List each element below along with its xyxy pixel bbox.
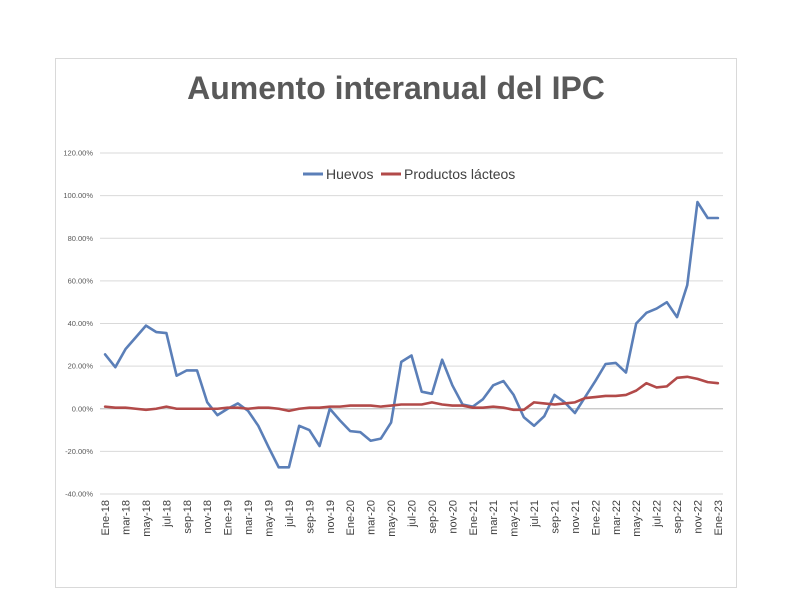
x-tick-label: Ene-20 xyxy=(345,500,357,535)
x-tick-label: nov-19 xyxy=(325,500,337,534)
x-tick-label: Ene-18 xyxy=(100,500,112,535)
chart-title: Aumento interanual del IPC xyxy=(187,70,605,106)
y-tick-label: -40.00% xyxy=(65,490,93,499)
x-tick-label: may-21 xyxy=(509,500,521,537)
x-tick-label: sep-22 xyxy=(672,500,684,534)
gridlines xyxy=(100,152,723,495)
series-line-huevos xyxy=(103,200,720,469)
legend-label: Productos lácteos xyxy=(404,166,515,182)
x-tick-label: sep-20 xyxy=(427,500,439,534)
y-tick-label: 40.00% xyxy=(68,319,94,328)
x-tick-label: mar-20 xyxy=(366,500,378,535)
y-axis-ticks: 120.00% 100.00% 80.00% 60.00% 40.00% 20.00% 0.… xyxy=(63,149,93,499)
x-tick-label: sep-19 xyxy=(304,500,316,534)
y-tick-label: 20.00% xyxy=(68,362,94,371)
y-tick-label: -20.00% xyxy=(65,447,93,456)
x-tick-label: jul-19 xyxy=(284,500,296,528)
x-tick-label: Ene-23 xyxy=(713,500,725,535)
x-tick-label: jul-22 xyxy=(652,500,664,528)
x-tick-label: may-18 xyxy=(141,500,153,537)
x-tick-label: Ene-22 xyxy=(590,500,602,535)
y-tick-label: 100.00% xyxy=(63,191,93,200)
x-tick-label: nov-20 xyxy=(447,500,459,534)
x-tick-label: Ene-19 xyxy=(223,500,235,535)
x-tick-label: may-19 xyxy=(264,500,276,537)
legend: Huevos Productos lácteos xyxy=(303,166,515,182)
x-tick-label: jul-21 xyxy=(529,500,541,528)
y-tick-label: 60.00% xyxy=(68,276,94,285)
x-tick-label: mar-19 xyxy=(243,500,255,535)
x-tick-label: mar-22 xyxy=(611,500,623,535)
x-tick-label: jul-18 xyxy=(161,500,173,528)
x-tick-label: mar-18 xyxy=(121,500,133,535)
y-tick-label: 80.00% xyxy=(68,234,94,243)
x-tick-label: jul-20 xyxy=(407,500,419,528)
x-tick-label: Ene-21 xyxy=(468,500,480,535)
x-tick-label: may-22 xyxy=(631,500,643,537)
y-tick-label: 0.00% xyxy=(72,404,94,413)
y-tick-label: 120.00% xyxy=(63,149,93,158)
series-lines xyxy=(103,200,720,469)
x-tick-label: sep-18 xyxy=(182,500,194,534)
x-axis-ticks: Ene-18 mar-18 may-18 jul-18 sep-18 nov-18 Ene-… xyxy=(100,500,725,537)
x-tick-label: may-20 xyxy=(386,500,398,537)
series-line-productos-lacteos xyxy=(103,375,720,413)
x-tick-label: nov-18 xyxy=(202,500,214,534)
x-tick-label: sep-21 xyxy=(549,500,561,534)
x-tick-label: mar-21 xyxy=(488,500,500,535)
x-tick-label: nov-21 xyxy=(570,500,582,534)
legend-label: Huevos xyxy=(326,166,373,182)
x-tick-label: nov-22 xyxy=(692,500,704,534)
